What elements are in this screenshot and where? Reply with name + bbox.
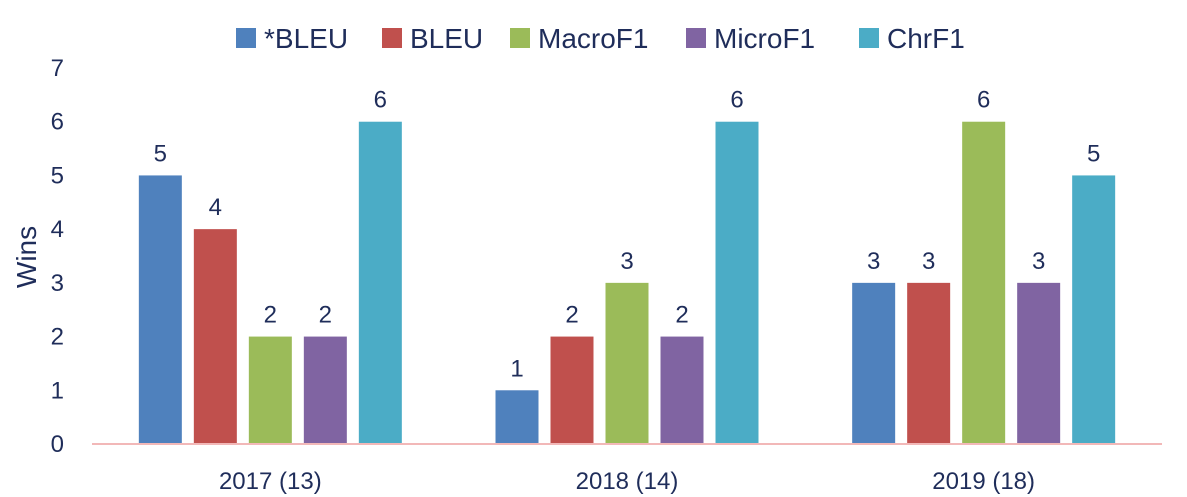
bar-chrf1-2 bbox=[1072, 175, 1116, 444]
legend-label: MacroF1 bbox=[538, 23, 648, 54]
y-tick-label: 6 bbox=[51, 109, 64, 136]
bar-bleu-2 bbox=[852, 282, 896, 444]
data-label: 3 bbox=[1032, 248, 1045, 275]
data-label: 3 bbox=[620, 248, 633, 275]
bar-chrf1-0 bbox=[358, 121, 402, 444]
bar-microf1-1 bbox=[660, 336, 704, 444]
legend: *BLEU BLEU MacroF1 MicroF1 ChrF1 bbox=[236, 23, 965, 54]
data-label: 4 bbox=[209, 194, 222, 221]
bar-bleu-1 bbox=[550, 336, 594, 444]
x-category-label: 2018 (14) bbox=[576, 468, 679, 495]
data-label: 5 bbox=[1087, 140, 1100, 167]
y-tick-label: 5 bbox=[51, 162, 64, 189]
y-tick-label: 3 bbox=[51, 270, 64, 297]
data-label: 2 bbox=[675, 302, 688, 329]
data-label: 6 bbox=[374, 87, 387, 114]
bar-macrof1-1 bbox=[605, 282, 649, 444]
x-category-label: 2017 (13) bbox=[219, 468, 322, 495]
legend-swatch bbox=[382, 28, 402, 48]
bar-microf1-0 bbox=[303, 336, 347, 444]
bar-bleu-0 bbox=[193, 229, 237, 444]
legend-swatch bbox=[236, 28, 256, 48]
bar-macrof1-0 bbox=[248, 336, 292, 444]
bars bbox=[138, 121, 1116, 444]
data-label: 5 bbox=[154, 140, 167, 167]
legend-label: ChrF1 bbox=[887, 23, 965, 54]
x-category-label: 2019 (18) bbox=[932, 468, 1035, 495]
data-label: 6 bbox=[730, 87, 743, 114]
y-tick-label: 7 bbox=[51, 55, 64, 82]
legend-label: MicroF1 bbox=[714, 23, 815, 54]
y-tick-label: 1 bbox=[51, 377, 64, 404]
y-axis-title: Wins bbox=[11, 226, 42, 288]
bar-bleu-2 bbox=[907, 282, 951, 444]
legend-swatch bbox=[859, 28, 879, 48]
bar-bleu-1 bbox=[495, 390, 539, 444]
data-label: 1 bbox=[510, 355, 523, 382]
bar-microf1-2 bbox=[1017, 282, 1061, 444]
legend-swatch bbox=[686, 28, 706, 48]
legend-label: BLEU bbox=[410, 23, 483, 54]
data-label: 6 bbox=[977, 87, 990, 114]
y-tick-label: 2 bbox=[51, 324, 64, 351]
data-label: 2 bbox=[319, 302, 332, 329]
y-tick-label: 4 bbox=[51, 216, 64, 243]
bar-chrf1-1 bbox=[715, 121, 759, 444]
y-tick-label: 0 bbox=[51, 431, 64, 458]
legend-swatch bbox=[510, 28, 530, 48]
bar-macrof1-2 bbox=[962, 121, 1006, 444]
category-labels: 2017 (13) 2018 (14) 2019 (18) bbox=[219, 468, 1035, 495]
data-labels: 5 4 2 2 6 1 2 3 2 6 3 3 6 3 5 bbox=[154, 87, 1101, 383]
data-label: 3 bbox=[922, 248, 935, 275]
data-label: 3 bbox=[867, 248, 880, 275]
y-axis-ticks: 0 1 2 3 4 5 6 7 bbox=[51, 55, 64, 458]
data-label: 2 bbox=[264, 302, 277, 329]
data-label: 2 bbox=[565, 302, 578, 329]
bar-bleu-0 bbox=[138, 175, 182, 444]
legend-label: *BLEU bbox=[264, 23, 348, 54]
